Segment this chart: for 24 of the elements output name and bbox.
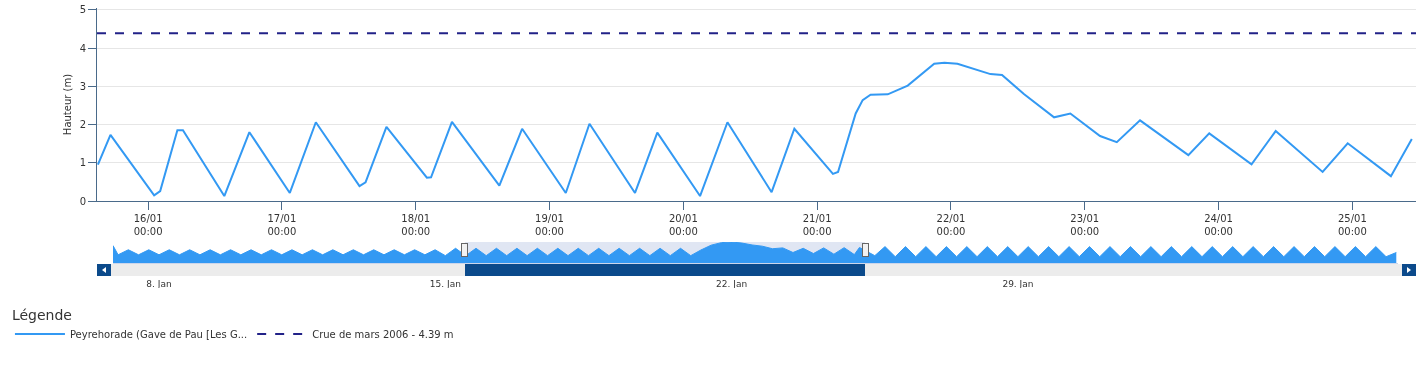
y-tick-label: 0 bbox=[79, 195, 86, 207]
x-tick-label: 21/01 00:00 bbox=[802, 213, 832, 237]
x-tick-label: 17/01 00:00 bbox=[267, 213, 297, 237]
x-tick-label: 22. Jan bbox=[716, 278, 748, 289]
y-axis-title: Hauteur (m) bbox=[61, 73, 73, 136]
y-tick-label: 3 bbox=[79, 80, 86, 92]
x-tick-label: 22/01 00:00 bbox=[936, 213, 966, 237]
x-tick-label: 18/01 00:00 bbox=[401, 213, 431, 237]
x-tick-label: 25/01 00:00 bbox=[1337, 213, 1367, 237]
x-tick-label: 20/01 00:00 bbox=[668, 213, 698, 237]
y-tick-label: 5 bbox=[79, 4, 86, 16]
x-tick-label: 24/01 00:00 bbox=[1204, 213, 1233, 237]
x-tick-label: 16/01 00:00 bbox=[133, 213, 163, 237]
legend-label: Peyrehorade (Gave de Pau [Les G... bbox=[69, 328, 248, 340]
y-tick-label: 1 bbox=[79, 157, 86, 169]
x-tick-label: 19/01 00:00 bbox=[535, 213, 564, 237]
legend-title: Légende bbox=[11, 306, 72, 323]
x-tick-label: 23/01 00:00 bbox=[1070, 213, 1100, 237]
x-tick-label: 15. Jan bbox=[429, 278, 461, 289]
x-tick-label: 29. Jan bbox=[1002, 278, 1034, 289]
legend-label: Crue de mars 2006 - 4.39 m bbox=[312, 328, 454, 340]
x-tick-label: 8. Jan bbox=[146, 278, 172, 289]
y-tick-label: 2 bbox=[79, 119, 86, 131]
y-tick-label: 4 bbox=[79, 42, 86, 54]
